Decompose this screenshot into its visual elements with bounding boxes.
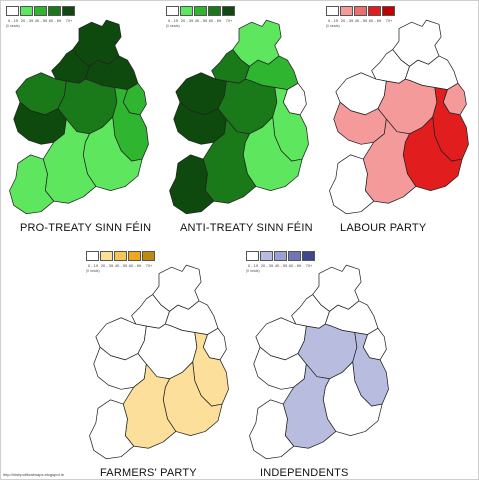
- ireland-map: [89, 264, 229, 460]
- legend-tick-label: 40 - 59: [194, 18, 208, 23]
- legend-swatch: [302, 251, 315, 261]
- legend-swatch: [368, 6, 381, 16]
- legend: [86, 251, 155, 261]
- legend-tick-label: 0 - 19: [7, 18, 19, 23]
- map-caption: FARMERS' PARTY: [100, 467, 197, 479]
- legend-swatch: [208, 6, 221, 16]
- legend-swatch: [288, 251, 301, 261]
- map-caption: INDEPENDENTS: [260, 467, 349, 479]
- legend-swatch: [194, 6, 207, 16]
- constituency-kerry: [249, 399, 295, 460]
- constituency-kerry: [169, 154, 215, 215]
- legend-swatch: [128, 251, 141, 261]
- legend-note: (0 seats): [6, 24, 20, 28]
- legend: [326, 6, 395, 16]
- legend-note: (0 seats): [86, 269, 100, 273]
- legend-swatch: [354, 6, 367, 16]
- legend-swatch: [48, 6, 61, 16]
- legend-note: (0 seats): [246, 269, 260, 273]
- legend-tick-label: 0 - 19: [167, 18, 179, 23]
- constituency-kerry: [9, 154, 55, 215]
- legend-swatch: [100, 251, 113, 261]
- legend-swatch: [340, 6, 353, 16]
- legend-tick-label: 40 - 59: [34, 18, 48, 23]
- legend-ticks: 0 - 19 20 - 39 40 - 59 60 - 69 70+: [246, 263, 316, 268]
- legend-swatch: [274, 251, 287, 261]
- legend-swatch: [222, 6, 235, 16]
- legend-tick-label: 20 - 39: [180, 18, 194, 23]
- legend-tick-label: 70+: [385, 18, 393, 23]
- legend-tick-label: 60 - 69: [288, 263, 302, 268]
- legend-tick-label: 70+: [145, 263, 153, 268]
- ireland-map: [169, 19, 309, 215]
- legend: [246, 251, 315, 261]
- legend-tick-label: 40 - 59: [114, 263, 128, 268]
- legend-tick-label: 70+: [65, 18, 73, 23]
- legend-tick-label: 60 - 69: [368, 18, 382, 23]
- legend-swatch: [246, 251, 259, 261]
- ireland-map: [9, 19, 149, 215]
- legend-swatch: [142, 251, 155, 261]
- ireland-map: [249, 264, 389, 460]
- legend-ticks: 0 - 19 20 - 39 40 - 59 60 - 69 70+: [86, 263, 156, 268]
- legend-tick-label: 60 - 69: [208, 18, 222, 23]
- legend-ticks: 0 - 19 20 - 39 40 - 59 60 - 69 70+: [6, 18, 76, 23]
- legend: [6, 6, 75, 16]
- legend-tick-label: 0 - 19: [327, 18, 339, 23]
- legend-swatch: [86, 251, 99, 261]
- legend-tick-label: 70+: [225, 18, 233, 23]
- map-caption: LABOUR PARTY: [340, 222, 427, 234]
- legend-swatch: [6, 6, 19, 16]
- map-caption: ANTI-TREATY SINN FÉIN: [180, 222, 313, 234]
- legend-tick-label: 0 - 19: [247, 263, 259, 268]
- legend-note: (0 seats): [166, 24, 180, 28]
- legend-swatch: [34, 6, 47, 16]
- legend-tick-label: 40 - 59: [274, 263, 288, 268]
- legend-tick-label: 20 - 39: [20, 18, 34, 23]
- legend-ticks: 0 - 19 20 - 39 40 - 59 60 - 69 70+: [326, 18, 396, 23]
- legend-swatch: [382, 6, 395, 16]
- legend-tick-label: 70+: [305, 263, 313, 268]
- legend-swatch: [326, 6, 339, 16]
- legend-swatch: [20, 6, 33, 16]
- ireland-map: [329, 19, 469, 215]
- legend-tick-label: 60 - 69: [128, 263, 142, 268]
- legend-swatch: [62, 6, 75, 16]
- credit-text: http://irishpoliticalmaps.blogspot.ie: [3, 472, 64, 477]
- legend-swatch: [180, 6, 193, 16]
- legend-tick-label: 20 - 39: [260, 263, 274, 268]
- legend-tick-label: 60 - 69: [48, 18, 62, 23]
- legend-swatch: [260, 251, 273, 261]
- legend-swatch: [114, 251, 127, 261]
- legend: [166, 6, 235, 16]
- map-caption: PRO-TREATY SINN FÉIN: [20, 222, 152, 234]
- legend-swatch: [166, 6, 179, 16]
- legend-tick-label: 20 - 39: [100, 263, 114, 268]
- constituency-kerry: [89, 399, 135, 460]
- legend-note: (0 seats): [326, 24, 340, 28]
- constituency-kerry: [329, 154, 375, 215]
- legend-tick-label: 20 - 39: [340, 18, 354, 23]
- legend-tick-label: 0 - 19: [87, 263, 99, 268]
- legend-ticks: 0 - 19 20 - 39 40 - 59 60 - 69 70+: [166, 18, 236, 23]
- legend-tick-label: 40 - 59: [354, 18, 368, 23]
